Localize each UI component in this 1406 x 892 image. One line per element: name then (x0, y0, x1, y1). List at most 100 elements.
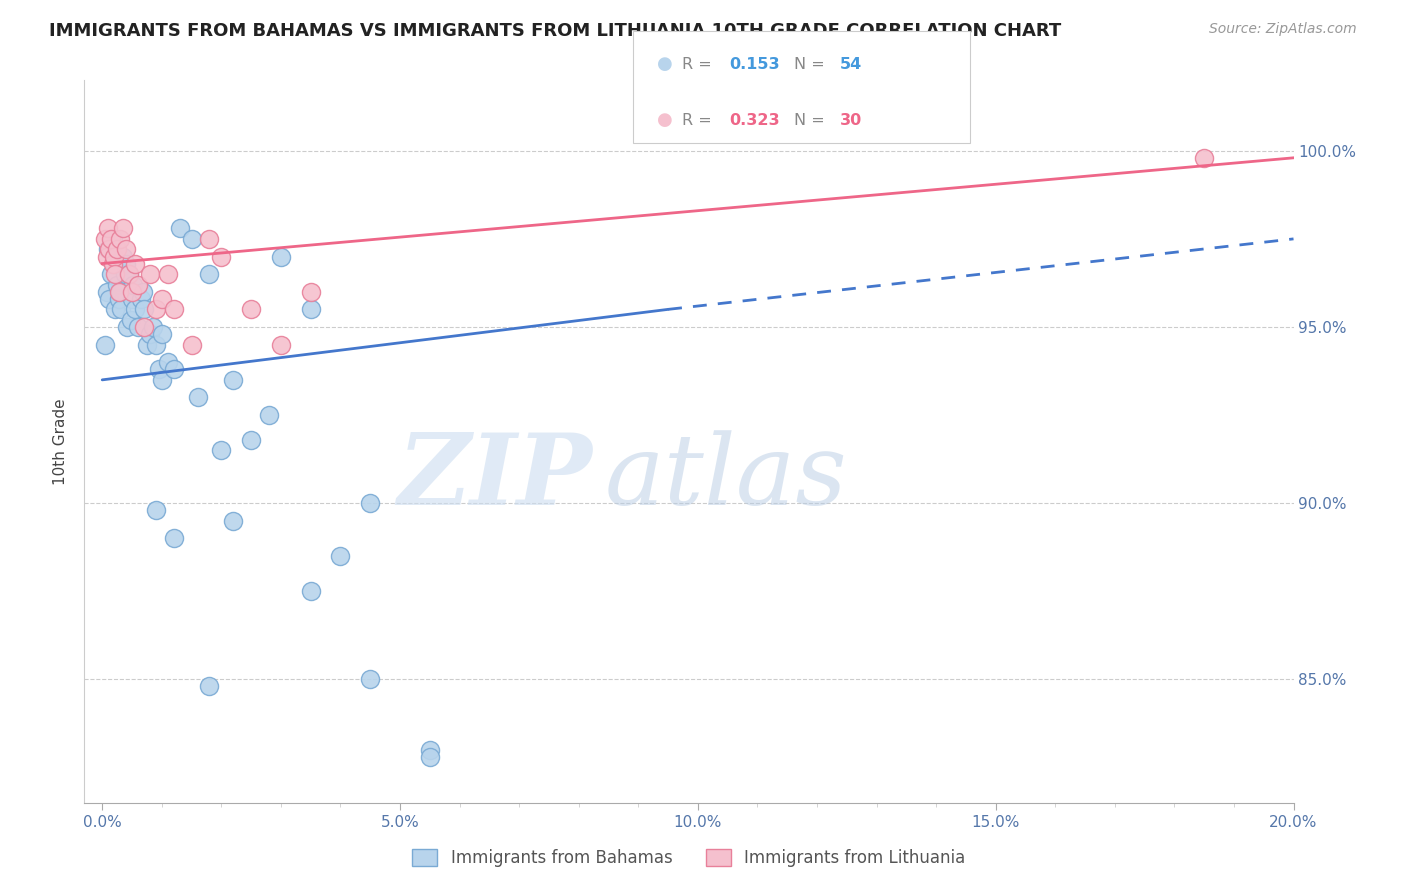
Point (139, 267, 162, 281)
Point (127, 320, 149, 334)
Point (145, 302, 167, 317)
Point (1192, 151, 1215, 165)
Point (104, 302, 127, 317)
Point (329, 549, 352, 563)
Point (240, 302, 263, 317)
Y-axis label: 10th Grade: 10th Grade (53, 398, 69, 485)
Text: 0.323: 0.323 (730, 113, 780, 128)
Text: 54: 54 (839, 57, 862, 71)
Point (115, 256, 138, 270)
Point (98, 292, 121, 306)
Point (96, 285, 118, 299)
Text: N =: N = (794, 113, 831, 128)
Point (104, 267, 127, 281)
Point (96, 250, 118, 264)
Point (108, 285, 131, 299)
Point (112, 221, 135, 235)
Text: IMMIGRANTS FROM BAHAMAS VS IMMIGRANTS FROM LITHUANIA 10TH GRADE CORRELATION CHAR: IMMIGRANTS FROM BAHAMAS VS IMMIGRANTS FR… (49, 22, 1062, 40)
Point (150, 292, 173, 306)
Point (100, 232, 122, 246)
Point (129, 292, 152, 306)
Point (209, 443, 232, 458)
Point (359, 673, 381, 687)
Point (139, 326, 162, 341)
Point (127, 277, 149, 292)
Text: ●: ● (657, 112, 672, 129)
Point (121, 292, 143, 306)
Point (209, 250, 232, 264)
Point (270, 337, 292, 351)
Point (118, 267, 141, 281)
Point (145, 337, 167, 351)
Point (222, 373, 245, 387)
Point (132, 285, 155, 299)
Point (124, 256, 146, 270)
Point (257, 408, 280, 422)
Text: ●: ● (657, 55, 672, 73)
Point (101, 232, 124, 246)
Point (132, 320, 155, 334)
Point (198, 232, 221, 246)
Point (148, 362, 170, 376)
Point (145, 503, 167, 517)
Point (180, 337, 202, 351)
Point (132, 302, 155, 317)
Point (108, 232, 131, 246)
Point (98, 243, 121, 257)
Point (169, 221, 191, 235)
Text: atlas: atlas (605, 430, 846, 525)
Point (156, 267, 179, 281)
Point (120, 313, 142, 327)
Point (198, 267, 221, 281)
Point (105, 277, 128, 292)
Point (105, 243, 128, 257)
Text: N =: N = (794, 57, 831, 71)
Point (270, 250, 292, 264)
Point (100, 267, 122, 281)
Point (299, 285, 322, 299)
Point (94, 337, 117, 351)
Point (124, 302, 146, 317)
Point (359, 496, 381, 510)
Point (115, 243, 138, 257)
Point (156, 355, 179, 369)
Point (108, 292, 131, 306)
Legend: Immigrants from Bahamas, Immigrants from Lithuania: Immigrants from Bahamas, Immigrants from… (406, 842, 972, 874)
Point (103, 256, 125, 270)
Point (121, 285, 143, 299)
Point (103, 250, 125, 264)
Point (118, 267, 141, 281)
Point (108, 285, 131, 299)
Text: R =: R = (682, 57, 717, 71)
Point (180, 232, 202, 246)
Point (117, 320, 139, 334)
Point (419, 750, 441, 764)
Point (150, 373, 173, 387)
Point (299, 584, 322, 599)
Point (222, 514, 245, 528)
Text: 30: 30 (839, 113, 862, 128)
Point (135, 337, 157, 351)
Point (240, 433, 263, 447)
Point (419, 743, 441, 757)
Point (114, 267, 136, 281)
Point (198, 680, 221, 694)
Point (186, 391, 208, 405)
Text: R =: R = (682, 113, 717, 128)
Point (110, 302, 132, 317)
Text: ZIP: ZIP (398, 429, 592, 526)
Point (163, 362, 186, 376)
Text: Source: ZipAtlas.com: Source: ZipAtlas.com (1209, 22, 1357, 37)
Point (101, 256, 124, 270)
Point (122, 277, 145, 292)
Point (97, 243, 120, 257)
Point (150, 326, 173, 341)
Point (142, 320, 165, 334)
Point (163, 302, 186, 317)
Text: 0.153: 0.153 (730, 57, 780, 71)
Point (112, 250, 135, 264)
Point (94, 232, 117, 246)
Point (163, 532, 186, 546)
Point (97, 221, 120, 235)
Point (299, 302, 322, 317)
